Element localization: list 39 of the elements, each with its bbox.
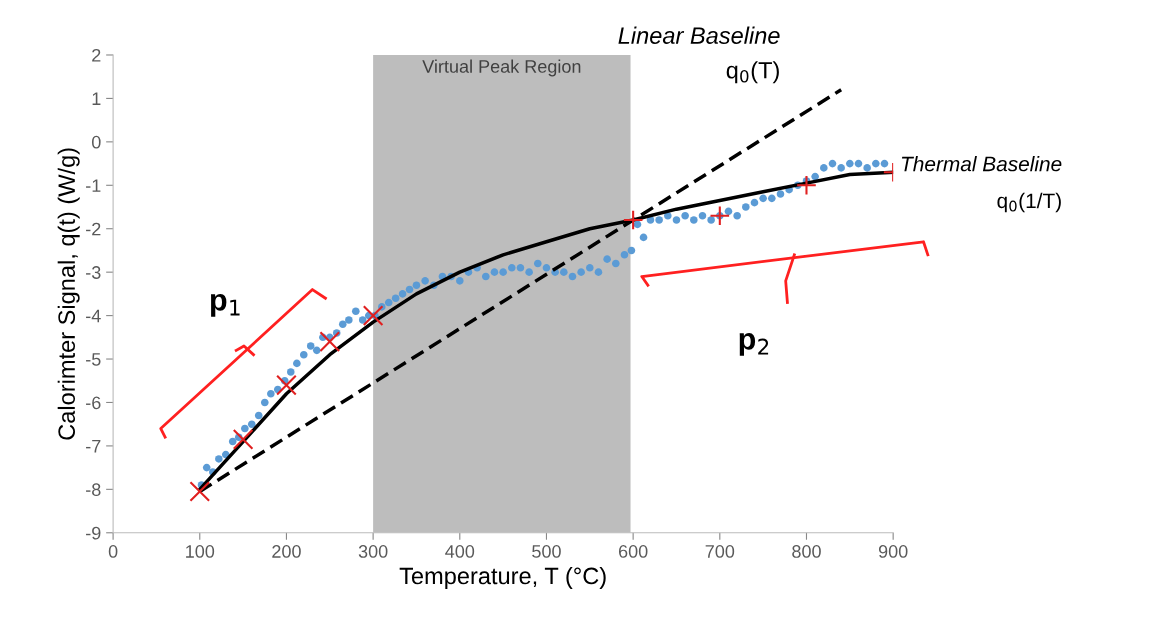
point — [319, 331, 341, 353]
band-label: Virtual Peak Region — [422, 59, 581, 77]
x-tick-label: 300 — [358, 545, 388, 558]
point — [362, 305, 384, 326]
y-tick-label: -9 — [86, 526, 101, 540]
annotation: q$_{0}$(T) — [726, 61, 779, 84]
x-tick-label: 500 — [532, 545, 561, 558]
point — [622, 209, 644, 231]
y-tick-label: -4 — [86, 309, 101, 323]
y-tick-label: -1 — [86, 179, 101, 192]
y-tick-label: 2 — [92, 48, 101, 62]
y-tick-label: -2 — [86, 222, 101, 236]
x-tick-label: 600 — [618, 545, 648, 558]
y-tick-label: -5 — [86, 353, 101, 366]
point — [796, 174, 817, 196]
y-axis-title: Calorimter Signal, q(t) (W/g) — [57, 148, 80, 440]
text: q$_{0}$(1/T) — [997, 192, 1061, 213]
point — [709, 205, 731, 227]
x-tick-label: 100 — [186, 545, 215, 558]
y-tick-label: 0 — [91, 135, 101, 149]
x-axis-title: Temperature, T (°C) — [399, 566, 606, 589]
annotation: p$_{1}$ — [210, 293, 240, 317]
annotation: p$_{2}$ — [739, 332, 769, 356]
y-tick-label: -7 — [86, 440, 101, 453]
point — [276, 374, 297, 396]
x-tick-label: 800 — [792, 545, 821, 558]
x-tick-label: 900 — [878, 545, 908, 558]
y-tick-label: 1 — [92, 92, 101, 105]
x-tick-label: 400 — [445, 545, 475, 558]
point — [232, 429, 254, 450]
x-tick-label: 700 — [705, 545, 735, 558]
y-tick-label: -6 — [86, 396, 101, 410]
text: Thermal Baseline — [901, 156, 1062, 172]
y-tick-label: -3 — [86, 266, 101, 279]
y-tick-label: -8 — [86, 483, 101, 497]
x-tick-label: 0 — [108, 545, 118, 558]
x-tick-label: 200 — [272, 545, 301, 558]
point — [189, 481, 211, 502]
text: Linear Baseline — [618, 26, 780, 44]
